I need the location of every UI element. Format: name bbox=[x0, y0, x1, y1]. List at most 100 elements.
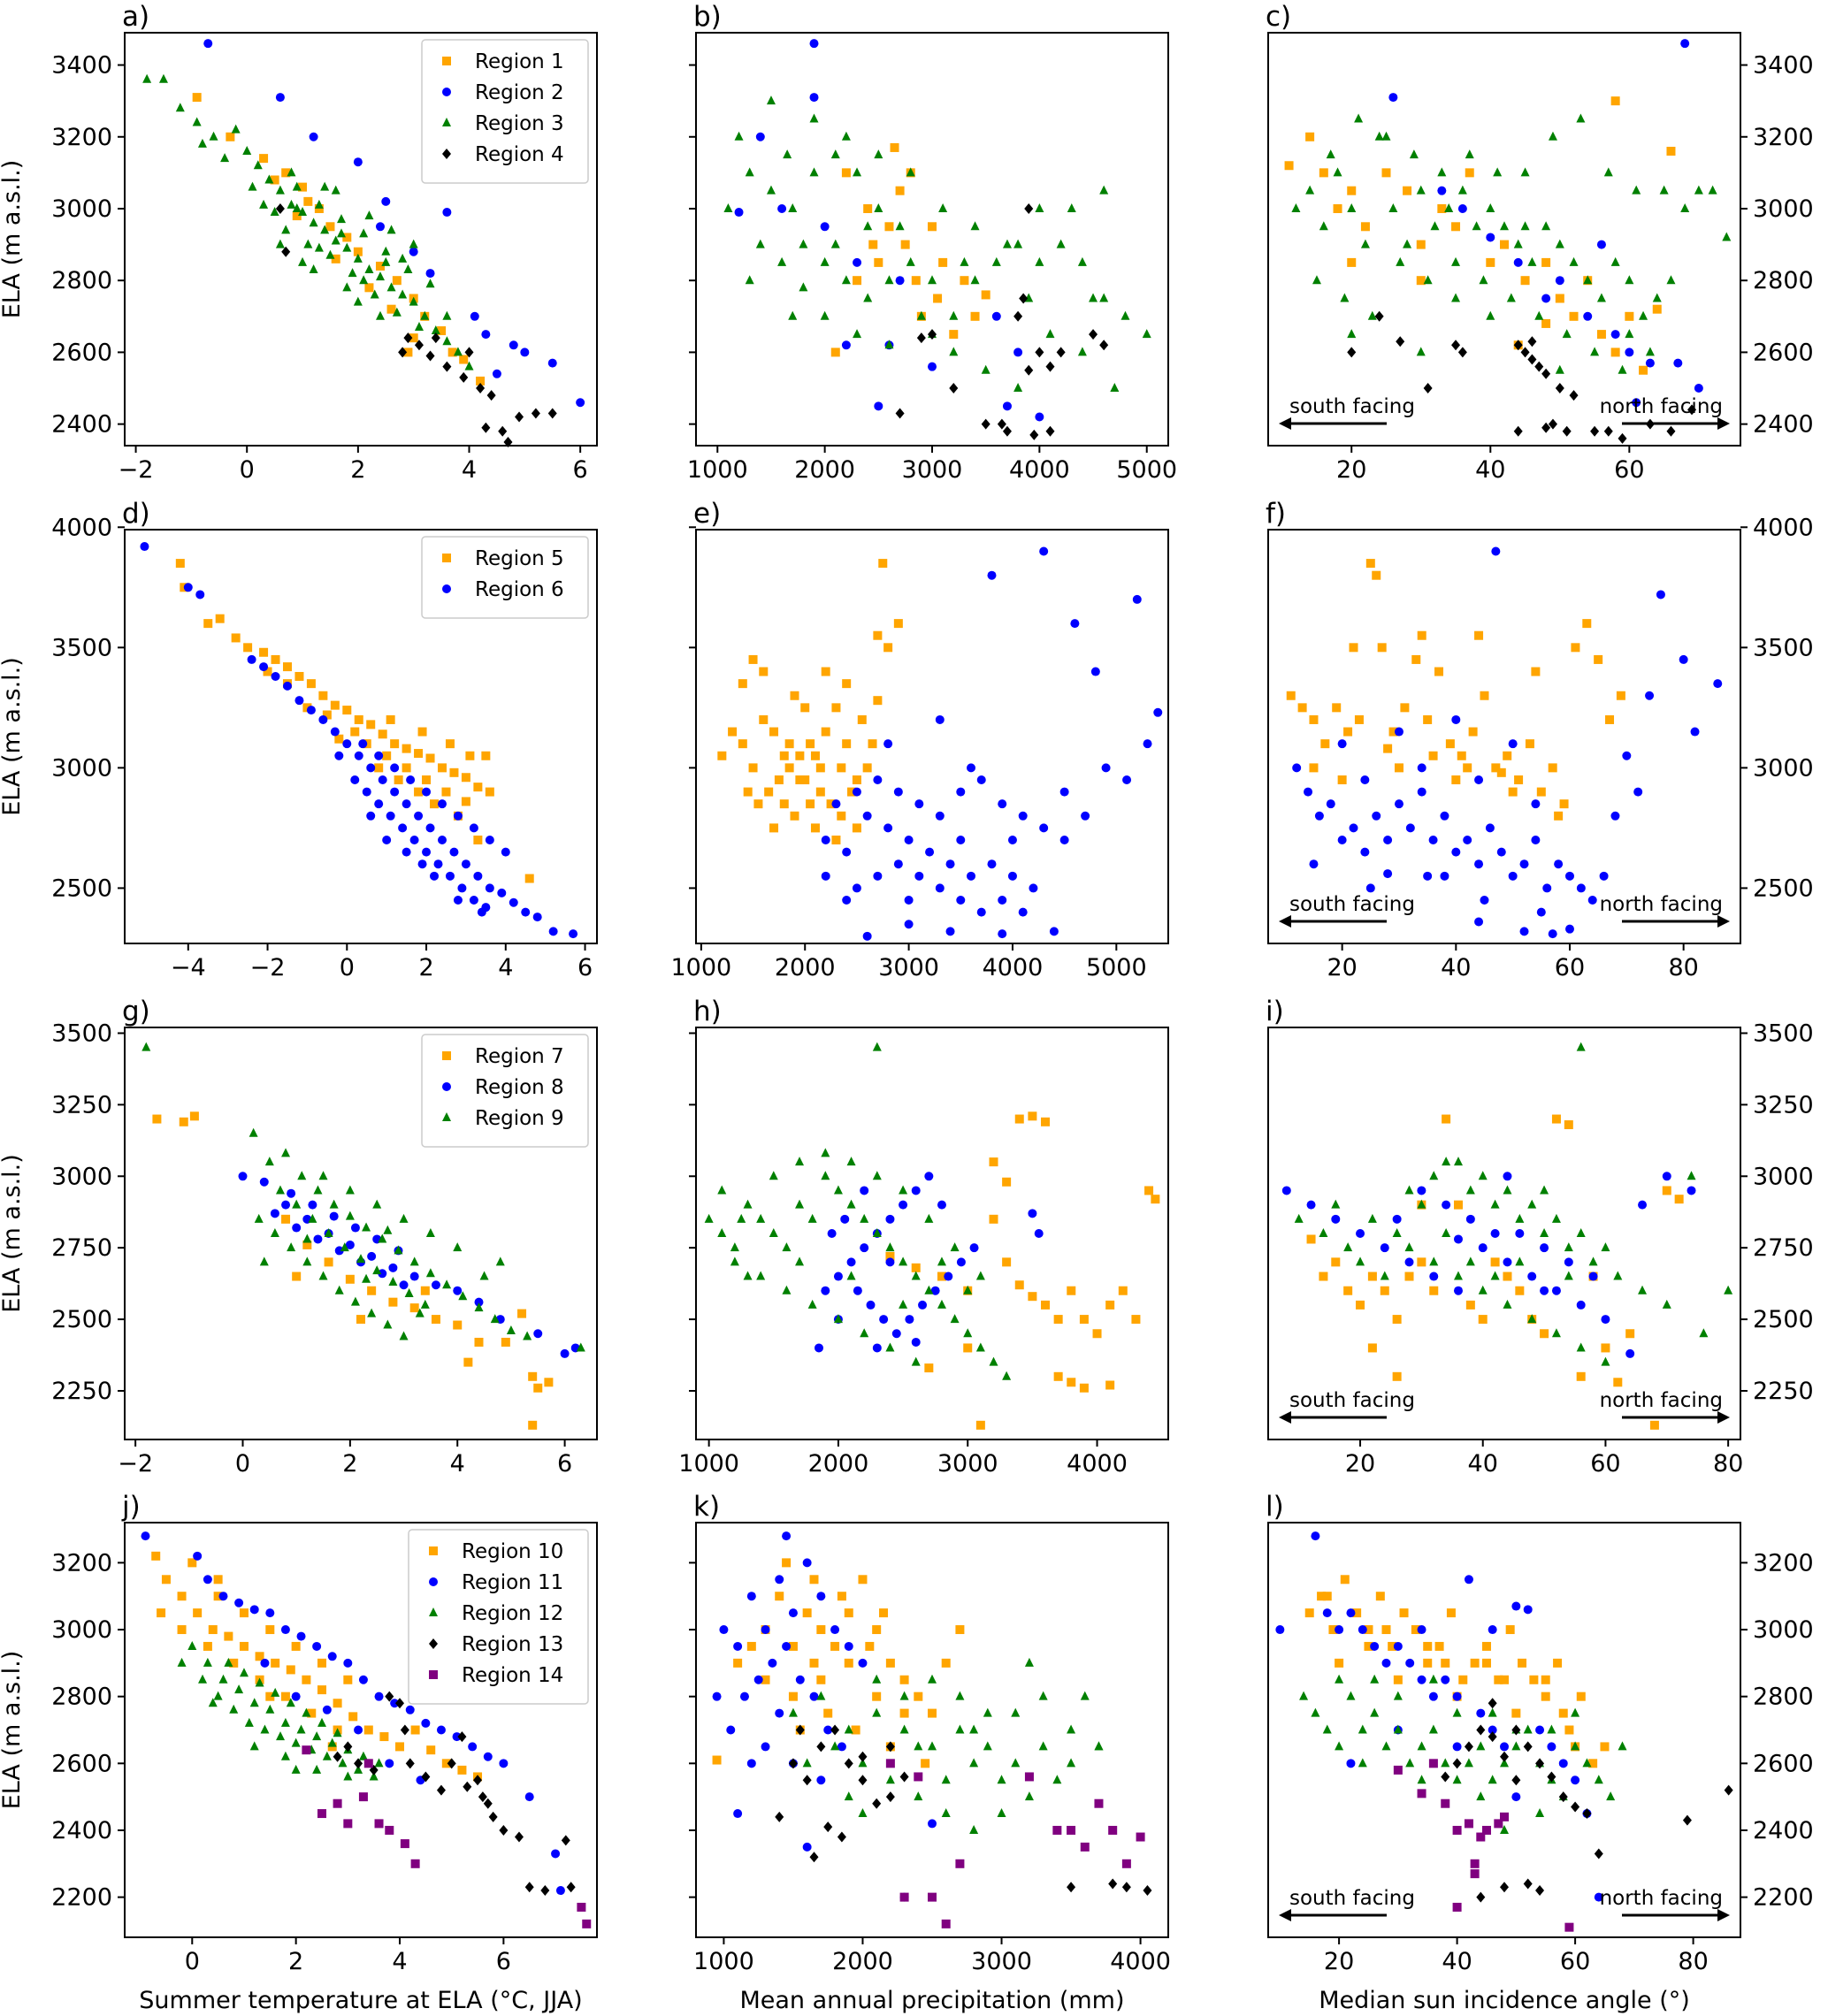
data-point bbox=[833, 1314, 843, 1324]
data-point bbox=[981, 290, 990, 300]
data-point bbox=[1555, 294, 1564, 303]
data-point bbox=[1405, 823, 1415, 833]
data-point bbox=[409, 1256, 419, 1266]
data-point bbox=[1311, 1531, 1320, 1541]
data-point bbox=[366, 811, 376, 821]
data-point bbox=[398, 289, 408, 299]
data-point bbox=[1011, 1758, 1021, 1768]
data-point bbox=[1306, 1234, 1316, 1244]
x-tick-label: 2 bbox=[418, 954, 433, 981]
data-point bbox=[1039, 823, 1049, 833]
x-tick-label: 4 bbox=[392, 1948, 407, 1975]
data-point bbox=[1038, 1691, 1048, 1700]
x-tick-label: 40 bbox=[1468, 1450, 1498, 1478]
data-point bbox=[853, 257, 862, 267]
data-point bbox=[224, 1631, 233, 1641]
data-point bbox=[1331, 1257, 1341, 1267]
data-point bbox=[259, 154, 269, 164]
data-point bbox=[1488, 1625, 1497, 1635]
data-point bbox=[1392, 1315, 1402, 1325]
data-point bbox=[955, 1691, 965, 1700]
data-point bbox=[282, 681, 292, 691]
data-point bbox=[1590, 425, 1600, 437]
data-point bbox=[366, 720, 376, 729]
data-point bbox=[1576, 113, 1586, 123]
data-point bbox=[1393, 1675, 1403, 1684]
data-point bbox=[1541, 318, 1551, 328]
x-tick-label: 1000 bbox=[693, 1948, 754, 1975]
data-point bbox=[734, 208, 744, 218]
data-point bbox=[1423, 275, 1433, 285]
data-point bbox=[1428, 1759, 1438, 1768]
data-point bbox=[1319, 1228, 1328, 1237]
data-point bbox=[287, 167, 296, 177]
data-point bbox=[329, 1199, 339, 1209]
data-point bbox=[374, 1819, 384, 1829]
data-point bbox=[1470, 1859, 1480, 1868]
data-point bbox=[852, 883, 861, 893]
data-point bbox=[821, 667, 830, 676]
data-point bbox=[1292, 763, 1302, 773]
data-point bbox=[1143, 739, 1152, 749]
data-point bbox=[515, 411, 524, 423]
data-point bbox=[885, 1791, 895, 1803]
data-point bbox=[469, 823, 478, 833]
data-point bbox=[717, 751, 727, 760]
data-point bbox=[1554, 811, 1564, 821]
data-point bbox=[991, 256, 1001, 266]
data-point bbox=[873, 775, 883, 784]
data-point bbox=[302, 1707, 311, 1717]
data-point bbox=[234, 1684, 244, 1694]
data-point bbox=[1558, 1791, 1568, 1803]
data-point bbox=[1429, 1171, 1439, 1180]
data-point bbox=[1053, 1315, 1063, 1325]
data-point bbox=[1513, 425, 1523, 437]
right-arrow-icon bbox=[1717, 1909, 1730, 1921]
data-point bbox=[960, 256, 969, 266]
legend-marker bbox=[442, 1082, 451, 1091]
data-point bbox=[1694, 384, 1703, 393]
data-point bbox=[1476, 1708, 1486, 1718]
data-point bbox=[577, 1902, 586, 1912]
data-point bbox=[955, 1724, 965, 1734]
data-point bbox=[1347, 202, 1357, 212]
data-point bbox=[769, 727, 779, 737]
data-point bbox=[800, 775, 810, 784]
data-point bbox=[809, 1691, 819, 1701]
x-axis-label: Summer temperature at ELA (°C, JJA) bbox=[139, 1987, 582, 2014]
data-point bbox=[1346, 1759, 1356, 1768]
data-point bbox=[872, 1343, 882, 1353]
data-point bbox=[847, 787, 857, 797]
x-tick-label: 1000 bbox=[671, 954, 732, 981]
data-point bbox=[1464, 1758, 1473, 1768]
data-point bbox=[265, 1625, 275, 1635]
data-point bbox=[317, 1685, 326, 1695]
data-point bbox=[885, 1658, 895, 1668]
data-point bbox=[294, 671, 304, 681]
data-point bbox=[1349, 823, 1358, 833]
data-point bbox=[899, 1200, 908, 1210]
legend-marker bbox=[429, 1607, 438, 1616]
data-point bbox=[390, 739, 400, 749]
data-point bbox=[1632, 398, 1641, 408]
data-point bbox=[1605, 714, 1615, 724]
data-point bbox=[853, 1286, 862, 1295]
south-facing-label: south facing bbox=[1289, 1389, 1415, 1412]
data-point bbox=[1328, 1625, 1338, 1635]
data-point bbox=[956, 896, 966, 905]
data-point bbox=[821, 836, 830, 844]
data-point bbox=[244, 1717, 254, 1727]
y-axis-label: ELA (m a.s.l.) bbox=[0, 160, 26, 319]
data-point bbox=[1356, 1229, 1365, 1238]
data-point bbox=[1503, 1185, 1512, 1195]
data-point bbox=[868, 240, 878, 249]
data-point bbox=[1493, 167, 1503, 177]
left-arrow-icon bbox=[1279, 1909, 1291, 1921]
data-point bbox=[1451, 847, 1461, 857]
data-point bbox=[1367, 1343, 1377, 1353]
data-point bbox=[345, 1185, 355, 1195]
data-point bbox=[1527, 1314, 1537, 1324]
data-point bbox=[764, 787, 774, 797]
data-point bbox=[463, 1781, 472, 1792]
